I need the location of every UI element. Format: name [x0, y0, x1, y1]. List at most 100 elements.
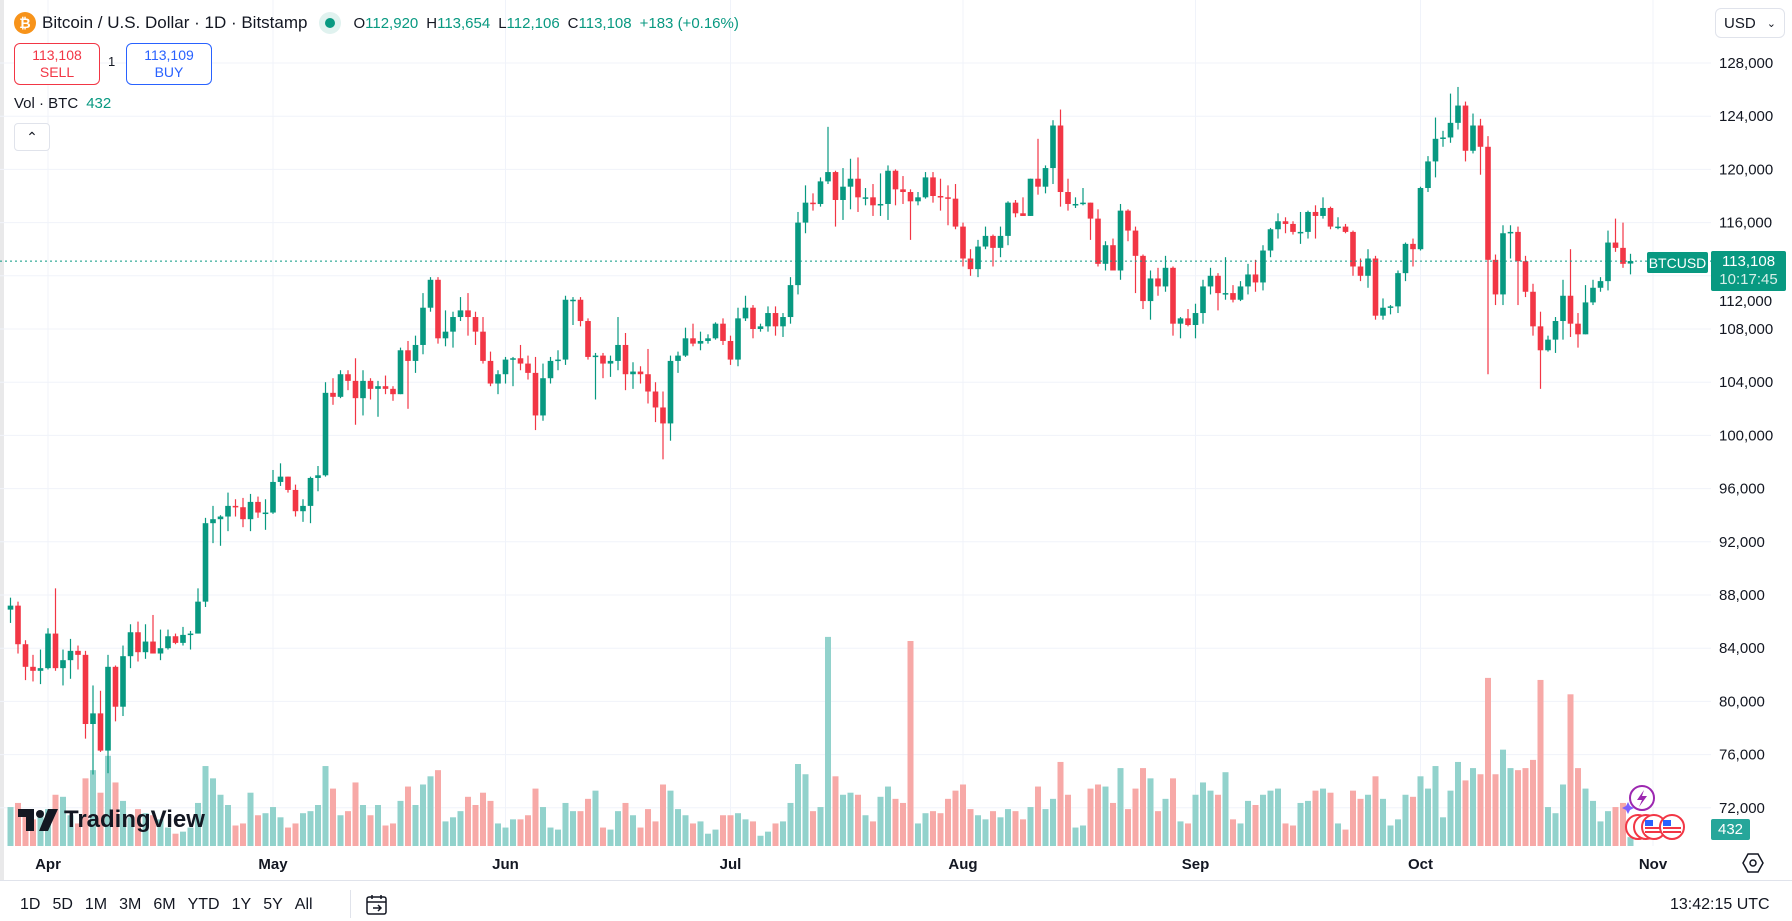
go-to-date-calendar-icon[interactable]: [364, 892, 390, 918]
volume-bar: [1582, 788, 1589, 846]
buy-button[interactable]: 113,109 BUY: [126, 43, 212, 85]
tradingview-logo[interactable]: TradingView: [18, 806, 205, 834]
collapse-legend-button[interactable]: ⌃: [14, 123, 50, 151]
sell-button[interactable]: 113,108 SELL: [14, 43, 100, 85]
candle-body: [517, 358, 524, 364]
range-3m-button[interactable]: 3M: [119, 896, 142, 913]
volume-bar: [1005, 809, 1011, 846]
volume-bar: [862, 815, 869, 846]
candle: [172, 633, 179, 645]
candle-body: [180, 634, 186, 643]
price-tick-label: 76,000: [1719, 747, 1765, 764]
volume-bar: [1417, 776, 1424, 846]
candle: [1365, 249, 1371, 288]
chart-settings-icon[interactable]: [1742, 852, 1764, 874]
candle-body: [247, 501, 254, 520]
candle: [1065, 178, 1071, 211]
candle: [180, 626, 186, 646]
range-ytd-button[interactable]: YTD: [187, 896, 220, 913]
range-1m-button[interactable]: 1M: [84, 896, 108, 913]
volume-bar: [532, 788, 539, 846]
currency-select[interactable]: USD ⌄: [1715, 8, 1785, 38]
candle: [832, 170, 839, 227]
volume-bar: [1365, 794, 1371, 846]
volume-bar: [1192, 794, 1199, 846]
last-price-tag: 113,108 10:17:45: [1711, 251, 1786, 291]
volume-bar: [757, 835, 764, 846]
candle-body: [1327, 207, 1334, 227]
volume-bar: [405, 786, 411, 846]
candlestick-chart[interactable]: Apr May Jun Jul Aug Sep Oct Nov: [0, 0, 1711, 880]
economic-events-markers[interactable]: [1618, 782, 1708, 846]
us-flag-event-icon[interactable]: [1625, 814, 1685, 840]
price-axis[interactable]: 72,000 76,000 80,000 84,000 88,000 92,000 96,0…: [1711, 0, 1792, 880]
range-all-button[interactable]: All: [294, 896, 313, 913]
candle: [922, 172, 929, 199]
tradingview-logo-icon: [18, 809, 58, 831]
lightning-event-icon[interactable]: [1622, 785, 1655, 814]
volume-bar: [1072, 827, 1079, 846]
open-label: O: [353, 14, 366, 32]
candle: [1275, 213, 1281, 239]
candle-body: [1335, 226, 1341, 229]
candle-body: [1417, 188, 1424, 250]
volume-bar: [285, 827, 291, 846]
candle-body: [712, 323, 719, 339]
chevron-down-icon: ⌄: [1766, 17, 1776, 30]
candle-body: [1297, 231, 1304, 234]
candle-body: [1492, 259, 1499, 295]
utc-clock[interactable]: 13:42:15 UTC: [1670, 896, 1770, 913]
symbol-title[interactable]: Bitcoin / U.S. Dollar · 1D · Bitstamp: [42, 13, 308, 32]
candle-body: [1155, 278, 1161, 287]
candle: [165, 629, 171, 650]
volume-bar: [225, 805, 231, 846]
range-1d-button[interactable]: 1D: [20, 896, 41, 913]
candle: [585, 318, 591, 360]
volume-bar: [1477, 774, 1484, 846]
candle-body: [217, 516, 224, 520]
candle: [1200, 279, 1206, 324]
volume-bar: [1237, 823, 1244, 846]
candle-body: [780, 317, 786, 327]
candle: [375, 380, 381, 417]
volume-bar: [1207, 790, 1214, 846]
candle-body: [742, 307, 749, 319]
candle-body: [1545, 339, 1551, 351]
volume-tag: 432: [1711, 819, 1750, 840]
order-quantity[interactable]: 1: [108, 54, 116, 69]
volume-bar: [787, 802, 794, 846]
candle-body: [322, 392, 329, 476]
candle-body: [1282, 221, 1289, 224]
candle-body: [907, 192, 914, 202]
price-tick-label: 124,000: [1719, 108, 1773, 125]
candle: [1080, 188, 1086, 206]
volume-bar: [1110, 802, 1116, 846]
candle: [660, 391, 666, 460]
market-open-status-icon[interactable]: [319, 12, 342, 34]
candle: [300, 499, 306, 522]
candle-body: [232, 505, 239, 508]
volume-bar: [832, 776, 839, 846]
volume-bar: [592, 790, 599, 846]
range-6m-button[interactable]: 6M: [153, 896, 176, 913]
candle: [1087, 202, 1094, 240]
candle: [1297, 211, 1304, 244]
candle: [337, 370, 344, 399]
candle: [150, 614, 156, 654]
volume-bar: [420, 784, 426, 846]
range-1y-button[interactable]: 1Y: [231, 896, 252, 913]
candle-body: [52, 633, 59, 669]
volume-bar: [1597, 821, 1604, 846]
candle-body: [1515, 231, 1521, 262]
volume-bar: [165, 827, 171, 846]
volume-bar: [1065, 794, 1071, 846]
candle: [510, 356, 516, 387]
candle: [1005, 201, 1011, 246]
volume-bar: [1402, 794, 1409, 846]
range-5y-button[interactable]: 5Y: [263, 896, 283, 913]
volume-legend[interactable]: Vol · BTC 432: [14, 95, 111, 112]
candle: [810, 193, 816, 211]
candle: [90, 685, 96, 775]
range-5d-button[interactable]: 5D: [52, 896, 73, 913]
candle: [202, 517, 209, 607]
